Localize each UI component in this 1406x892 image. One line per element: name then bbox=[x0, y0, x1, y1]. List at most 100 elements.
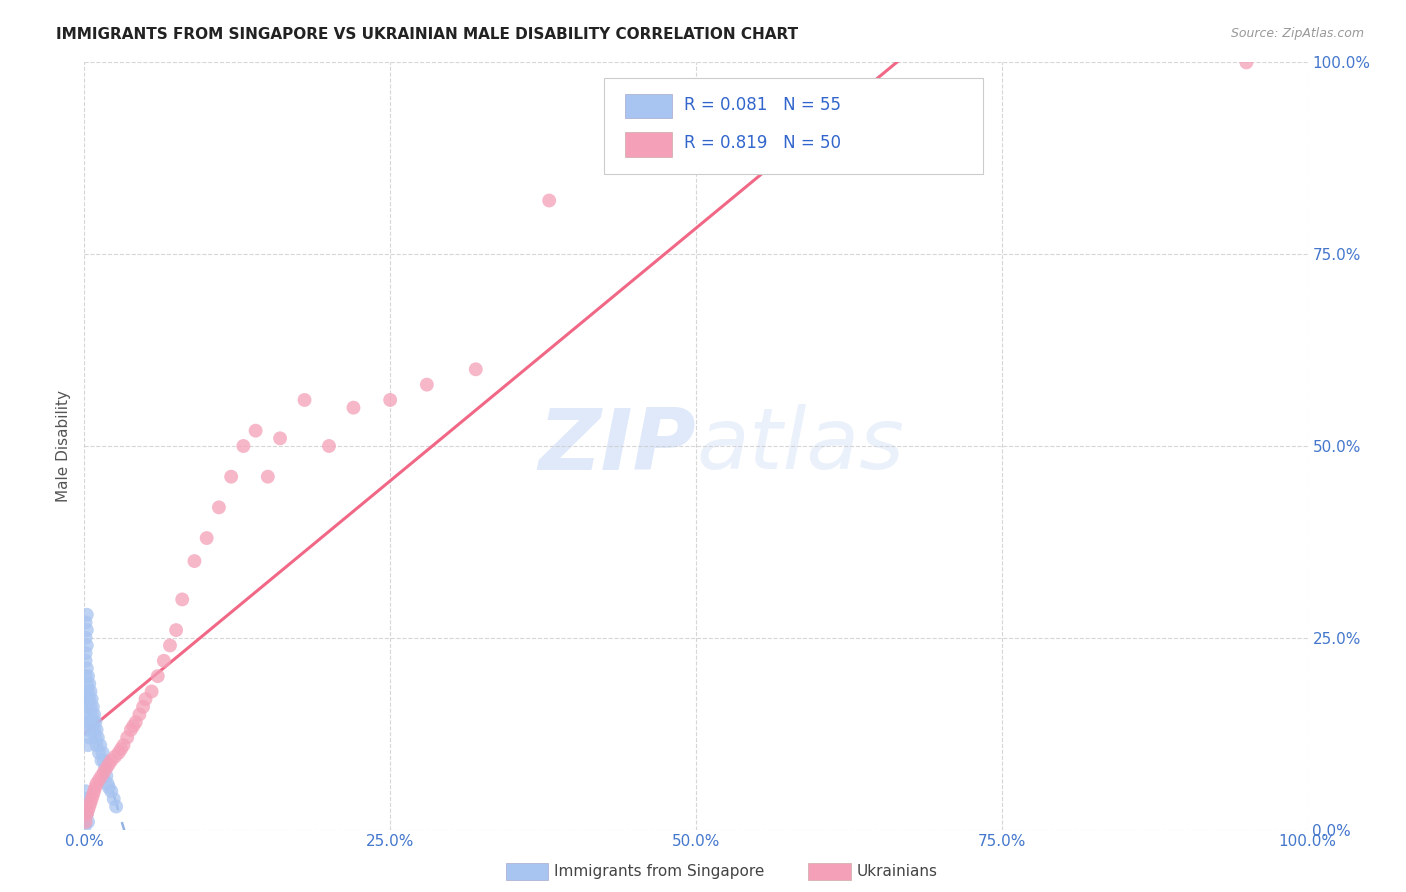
Point bbox=[75, 654, 97, 668]
Point bbox=[75, 814, 97, 829]
Point bbox=[86, 738, 108, 752]
Point bbox=[77, 731, 100, 745]
Point bbox=[76, 807, 98, 822]
Point bbox=[97, 757, 120, 772]
Point bbox=[75, 784, 97, 798]
Point bbox=[103, 792, 125, 806]
Text: Immigrants from Singapore: Immigrants from Singapore bbox=[554, 864, 765, 879]
Point bbox=[76, 623, 98, 637]
Point bbox=[76, 661, 98, 675]
Text: Ukrainians: Ukrainians bbox=[856, 864, 938, 879]
Point bbox=[82, 788, 104, 802]
Point bbox=[232, 439, 254, 453]
Point bbox=[79, 796, 101, 810]
Point bbox=[80, 692, 103, 706]
Point bbox=[87, 772, 110, 787]
Point bbox=[318, 439, 340, 453]
Point bbox=[219, 469, 242, 483]
Point bbox=[83, 707, 105, 722]
Point bbox=[76, 607, 98, 622]
Text: R = 0.819   N = 50: R = 0.819 N = 50 bbox=[683, 134, 841, 152]
Point bbox=[75, 792, 97, 806]
Point bbox=[83, 723, 105, 737]
Point bbox=[183, 554, 205, 568]
Point bbox=[77, 814, 100, 829]
Point bbox=[100, 754, 122, 768]
Point bbox=[141, 684, 163, 698]
Point bbox=[107, 746, 129, 760]
Text: R = 0.081   N = 55: R = 0.081 N = 55 bbox=[683, 95, 841, 113]
Point bbox=[84, 780, 107, 795]
Point bbox=[104, 749, 127, 764]
Point bbox=[269, 431, 291, 445]
Point bbox=[132, 699, 155, 714]
Point bbox=[172, 592, 194, 607]
Point bbox=[122, 719, 145, 733]
Point bbox=[97, 776, 120, 790]
Point bbox=[115, 731, 138, 745]
Point bbox=[75, 646, 97, 660]
Point bbox=[105, 799, 128, 814]
Point bbox=[80, 707, 103, 722]
Point bbox=[153, 654, 176, 668]
Point bbox=[89, 738, 111, 752]
Point bbox=[75, 669, 97, 683]
Point bbox=[245, 424, 267, 438]
Point bbox=[77, 684, 100, 698]
Point bbox=[79, 684, 101, 698]
Point bbox=[146, 669, 169, 683]
Point bbox=[84, 731, 107, 745]
Point bbox=[87, 746, 110, 760]
Point bbox=[90, 754, 112, 768]
Point bbox=[128, 707, 150, 722]
Point bbox=[86, 776, 108, 790]
Point bbox=[84, 715, 107, 730]
Point bbox=[76, 639, 98, 653]
Point bbox=[77, 715, 100, 730]
Point bbox=[77, 707, 100, 722]
Point bbox=[112, 738, 135, 752]
Point bbox=[538, 194, 561, 208]
Point bbox=[75, 799, 97, 814]
Point bbox=[100, 784, 122, 798]
Point bbox=[86, 723, 108, 737]
Point bbox=[869, 86, 891, 100]
Point bbox=[120, 723, 142, 737]
Point bbox=[94, 761, 117, 775]
Point bbox=[80, 723, 103, 737]
Point bbox=[97, 780, 120, 795]
FancyBboxPatch shape bbox=[626, 132, 672, 157]
Text: Source: ZipAtlas.com: Source: ZipAtlas.com bbox=[1230, 27, 1364, 40]
Point bbox=[75, 615, 97, 630]
Point bbox=[82, 699, 104, 714]
Point bbox=[195, 531, 218, 545]
Point bbox=[82, 715, 104, 730]
Point bbox=[208, 500, 231, 515]
Point bbox=[77, 738, 100, 752]
Point bbox=[342, 401, 364, 415]
FancyBboxPatch shape bbox=[605, 78, 983, 174]
Point bbox=[110, 742, 132, 756]
Point bbox=[87, 731, 110, 745]
Point bbox=[73, 819, 96, 833]
Point bbox=[77, 677, 100, 691]
Point bbox=[77, 799, 100, 814]
Point bbox=[125, 715, 148, 730]
Point bbox=[165, 623, 187, 637]
Point bbox=[77, 692, 100, 706]
Point bbox=[76, 692, 98, 706]
Point bbox=[96, 769, 118, 783]
Point bbox=[159, 639, 181, 653]
Point bbox=[91, 746, 114, 760]
Point bbox=[75, 631, 97, 645]
Point bbox=[96, 761, 118, 775]
Point bbox=[93, 765, 115, 780]
Point bbox=[257, 469, 280, 483]
FancyBboxPatch shape bbox=[626, 94, 672, 119]
Point bbox=[77, 804, 100, 818]
Point bbox=[80, 792, 103, 806]
Text: IMMIGRANTS FROM SINGAPORE VS UKRAINIAN MALE DISABILITY CORRELATION CHART: IMMIGRANTS FROM SINGAPORE VS UKRAINIAN M… bbox=[56, 27, 799, 42]
Point bbox=[135, 692, 157, 706]
Point bbox=[79, 715, 101, 730]
Point bbox=[93, 754, 115, 768]
